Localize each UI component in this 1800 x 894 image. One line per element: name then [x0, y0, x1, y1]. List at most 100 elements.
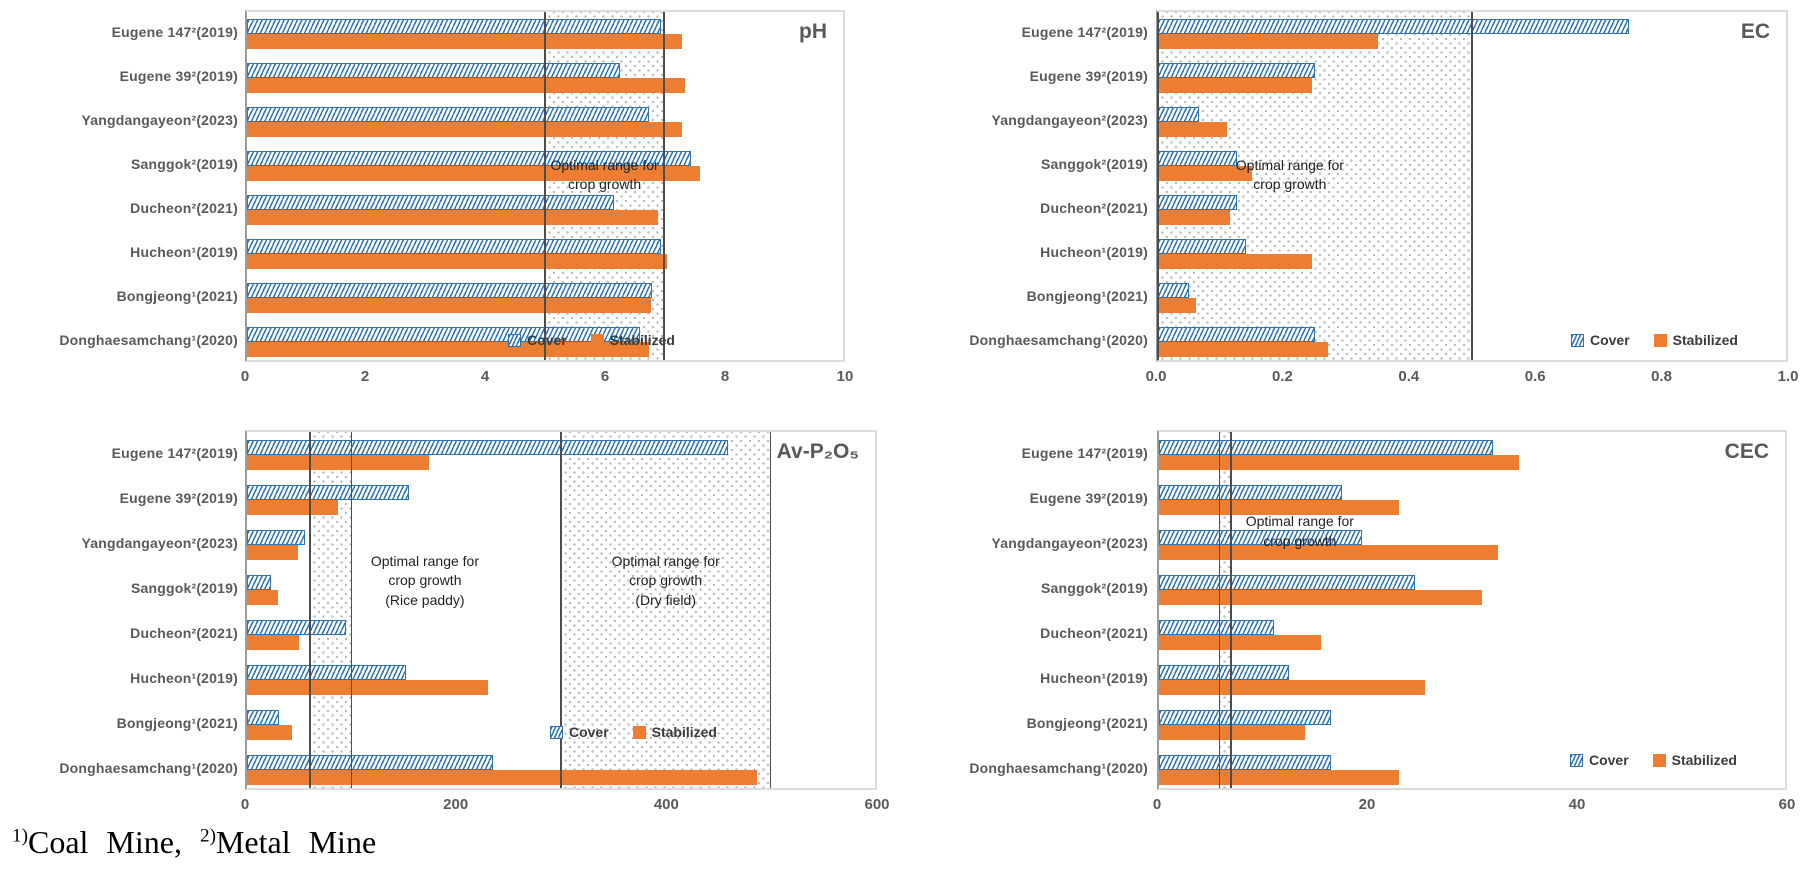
- x-tick-cec: 40: [1568, 796, 1586, 813]
- bar-cover-av-p2o5-1: [247, 484, 410, 500]
- optimal-range-band-line: [663, 12, 665, 360]
- bar-stabilized-av-p2o5-1: [247, 499, 339, 515]
- optimal-range-label: Optimal range for crop growth (Dry field…: [611, 552, 720, 609]
- bar-stabilized-cec-4: [1159, 634, 1321, 650]
- category-row: Bongjeong¹(2021): [908, 274, 1148, 318]
- plot-area-cec: Optimal range for crop growth CEC Cover Sta…: [1157, 430, 1787, 790]
- bar-cover-ph-0: [247, 19, 662, 34]
- category-labels-ec: Eugene 147²(2019) Eugene 39²(2019) Yangdan…: [908, 10, 1148, 362]
- bar-stabilized-ph-7: [247, 342, 650, 357]
- category-row: Ducheon²(2021): [0, 610, 238, 655]
- bar-cover-ec-4: [1158, 195, 1237, 210]
- optimal-range-label: Optimal range for crop growth: [1245, 512, 1354, 549]
- category-label: Donghaesamchang¹(2020): [59, 759, 238, 776]
- category-label: Sanggok²(2019): [1040, 156, 1148, 172]
- bar-cover-ec-1: [1158, 63, 1315, 78]
- bar-stabilized-ec-3: [1158, 166, 1253, 181]
- bar-stabilized-ec-6: [1158, 298, 1196, 313]
- bar-cover-av-p2o5-2: [247, 529, 305, 545]
- x-tick-av-p2o5: 200: [443, 796, 469, 813]
- bar-cover-ph-5: [247, 239, 662, 254]
- legend-item-cover: Cover: [1569, 752, 1629, 768]
- legend-item-stabilized: Stabilized: [1652, 752, 1737, 768]
- category-row: Donghaesamchang¹(2020): [908, 745, 1148, 790]
- legend-label-cover: Cover: [1589, 332, 1630, 348]
- category-labels-av-p2o5: Eugene 147²(2019) Eugene 39²(2019) Yangdan…: [0, 430, 238, 790]
- legend-item-cover: Cover: [507, 332, 567, 348]
- category-label: Eugene 147²(2019): [111, 444, 238, 461]
- category-row: Bongjeong¹(2021): [908, 700, 1148, 745]
- x-tick-ph: 8: [720, 368, 730, 385]
- legend-swatch-cover-icon: [507, 333, 521, 347]
- bar-cover-ec-2: [1158, 107, 1199, 122]
- category-row: Bongjeong¹(2021): [0, 700, 238, 745]
- footnote-sup-2: 2): [199, 825, 216, 847]
- legend-swatch-stabilized-icon: [1652, 753, 1666, 767]
- bar-cover-av-p2o5-0: [247, 439, 729, 455]
- bar-stabilized-ph-6: [247, 298, 652, 313]
- legend-item-stabilized: Stabilized: [632, 724, 717, 740]
- x-tick-ph: 4: [480, 368, 490, 385]
- optimal-range-band-line: [1157, 12, 1159, 360]
- category-label: Bongjeong¹(2021): [116, 714, 238, 731]
- category-label: Eugene 147²(2019): [111, 24, 238, 40]
- category-row: Sanggok²(2019): [908, 565, 1148, 610]
- bar-stabilized-av-p2o5-0: [247, 454, 430, 470]
- bar-cover-ec-6: [1158, 283, 1190, 298]
- bar-cover-cec-3: [1159, 574, 1415, 590]
- category-row: Eugene 147²(2019): [0, 10, 238, 54]
- legend-item-cover: Cover: [549, 724, 609, 740]
- optimal-range-label: Optimal range for crop growth: [1235, 156, 1344, 193]
- x-tick-ec: 0.4: [1398, 368, 1420, 385]
- bar-stabilized-cec-2: [1159, 544, 1499, 560]
- category-row: Eugene 147²(2019): [0, 430, 238, 475]
- legend-ec: Cover Stabilized: [1570, 332, 1738, 348]
- category-row: Yangdangayeon²(2023): [0, 520, 238, 565]
- optimal-range-band-line: [1471, 12, 1473, 360]
- category-row: Sanggok²(2019): [0, 565, 238, 610]
- chart-title-ec: EC: [1740, 20, 1770, 43]
- category-label: Yangdangayeon²(2023): [81, 112, 238, 128]
- optimal-range-band-line: [1230, 432, 1232, 788]
- chart-title-cec: CEC: [1724, 440, 1769, 463]
- category-row: Eugene 147²(2019): [908, 10, 1148, 54]
- category-label: Sanggok²(2019): [1040, 579, 1148, 596]
- bar-cover-cec-2: [1159, 529, 1363, 545]
- category-row: Eugene 147²(2019): [908, 430, 1148, 475]
- optimal-range-band-line: [309, 432, 311, 788]
- category-label: Ducheon²(2021): [1040, 200, 1148, 216]
- bar-stabilized-cec-5: [1159, 679, 1426, 695]
- footnote-sup-1: 1): [12, 825, 28, 847]
- category-label: Hucheon¹(2019): [1040, 669, 1148, 686]
- plot-area-av-p2o5: Optimal range for crop growth (Rice padd…: [245, 430, 877, 790]
- bar-stabilized-av-p2o5-7: [247, 769, 757, 785]
- legend-swatch-stabilized-icon: [1653, 333, 1667, 347]
- x-tick-av-p2o5: 400: [653, 796, 679, 813]
- chart-title-av-p2o5: Av-P₂O₅: [776, 440, 859, 463]
- category-row: Hucheon¹(2019): [908, 230, 1148, 274]
- category-label: Eugene 147²(2019): [1021, 24, 1148, 40]
- bar-cover-av-p2o5-4: [247, 619, 347, 635]
- bar-stabilized-ec-5: [1158, 254, 1312, 269]
- optimal-range-label: Optimal range for crop growth (Rice padd…: [370, 552, 480, 609]
- legend-item-stabilized: Stabilized: [1653, 332, 1738, 348]
- legend-cec: Cover Stabilized: [1569, 752, 1737, 768]
- optimal-range-band: [561, 432, 771, 788]
- category-row: Eugene 39²(2019): [0, 54, 238, 98]
- category-row: Eugene 39²(2019): [908, 54, 1148, 98]
- legend-swatch-stabilized-icon: [590, 333, 604, 347]
- category-row: Sanggok²(2019): [0, 142, 238, 186]
- bar-stabilized-ec-7: [1158, 342, 1328, 357]
- x-tick-ph: 0: [240, 368, 250, 385]
- x-tick-ec: 0.2: [1271, 368, 1293, 385]
- optimal-range-band-line: [544, 12, 546, 360]
- bar-stabilized-av-p2o5-6: [247, 724, 292, 740]
- category-row: Donghaesamchang¹(2020): [908, 318, 1148, 362]
- category-row: Ducheon²(2021): [908, 186, 1148, 230]
- bar-stabilized-ec-4: [1158, 210, 1231, 225]
- plot-area-ec: Optimal range for crop growth EC Cover Stab…: [1156, 10, 1788, 362]
- category-label: Donghaesamchang¹(2020): [969, 759, 1148, 776]
- bar-cover-cec-5: [1159, 664, 1290, 680]
- category-label: Bongjeong¹(2021): [1026, 714, 1148, 731]
